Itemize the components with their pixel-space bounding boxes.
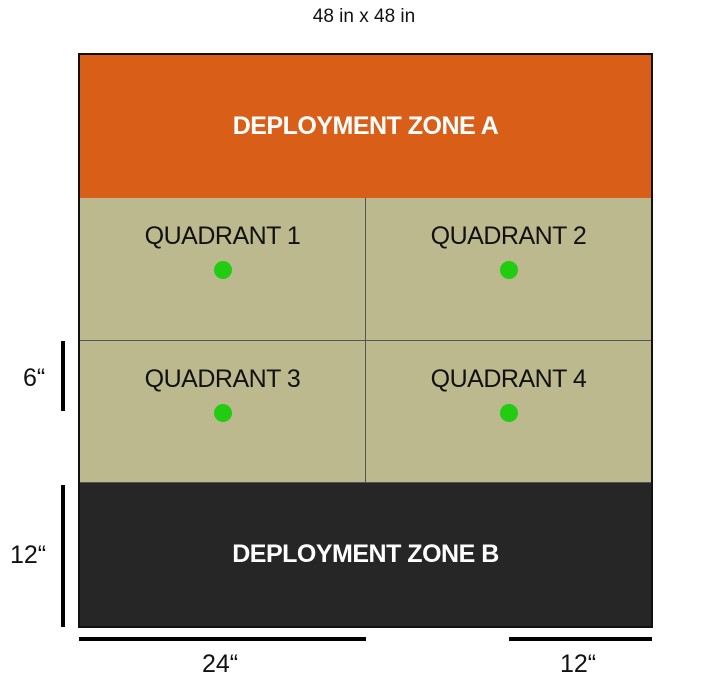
board-title: 48 in x 48 in	[312, 6, 416, 27]
half-width-label: 24“	[202, 650, 239, 678]
quadrant-1: QUADRANT 1	[80, 198, 366, 341]
quadrant-height-bar	[61, 341, 65, 411]
quadrant-4-label: QUADRANT 4	[430, 365, 587, 393]
deployment-zone-b-label: DEPLOYMENT ZONE B	[232, 540, 499, 568]
quadrant-height-label: 6“	[23, 364, 46, 392]
quadrant-4: QUADRANT 4	[366, 341, 651, 484]
objective-marker-1	[213, 261, 232, 279]
quadrant-3-label: QUADRANT 3	[144, 365, 301, 393]
deployment-zone-b: DEPLOYMENT ZONE B	[80, 482, 651, 626]
zone-height-label: 12“	[10, 541, 47, 569]
half-width-bar	[79, 637, 366, 641]
deployment-zone-a: DEPLOYMENT ZONE A	[80, 55, 651, 199]
game-board: DEPLOYMENT ZONE A QUADRANT 1 QUADRANT 2 …	[78, 53, 653, 628]
objective-marker-4	[499, 404, 518, 422]
short-width-label: 12“	[560, 650, 597, 678]
objective-marker-2	[499, 261, 518, 279]
quadrant-3: QUADRANT 3	[80, 341, 366, 484]
quadrant-2: QUADRANT 2	[366, 198, 651, 341]
short-width-bar	[509, 637, 652, 641]
zone-height-bar	[61, 485, 65, 627]
quadrant-2-label: QUADRANT 2	[430, 222, 587, 250]
deployment-zone-a-label: DEPLOYMENT ZONE A	[232, 112, 499, 140]
quadrant-1-label: QUADRANT 1	[144, 222, 301, 250]
objective-marker-3	[213, 404, 232, 422]
